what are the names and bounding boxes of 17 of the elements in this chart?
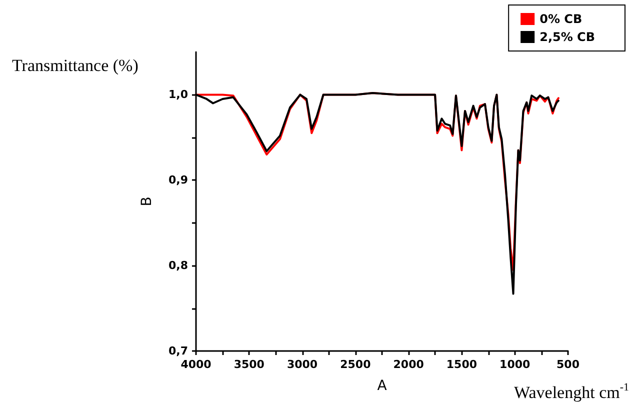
x-tick-label: 3500 — [234, 358, 265, 371]
legend-label: 2,5% CB — [540, 30, 596, 44]
x-tick-label: 4000 — [180, 358, 212, 371]
y-axis-title: B — [139, 196, 155, 206]
x-tick-label: 2000 — [393, 358, 424, 371]
x-tick-label: 500 — [556, 358, 580, 371]
x-tick-label: 1500 — [446, 358, 478, 371]
x-axis-title: A — [377, 378, 388, 394]
x-tick-label: 1000 — [500, 358, 531, 371]
y-tick-label: 0,9 — [168, 174, 188, 187]
text: Transmittance (%) — [12, 56, 138, 75]
x-tick-label: 3000 — [286, 358, 318, 371]
x-tick-label: 2500 — [340, 358, 372, 371]
y-tick-label: 0,7 — [168, 344, 188, 358]
y-tick-label: 1,0 — [168, 88, 188, 102]
legend-label: 0% CB — [540, 12, 582, 26]
y-tick-label: 0,8 — [168, 259, 188, 272]
